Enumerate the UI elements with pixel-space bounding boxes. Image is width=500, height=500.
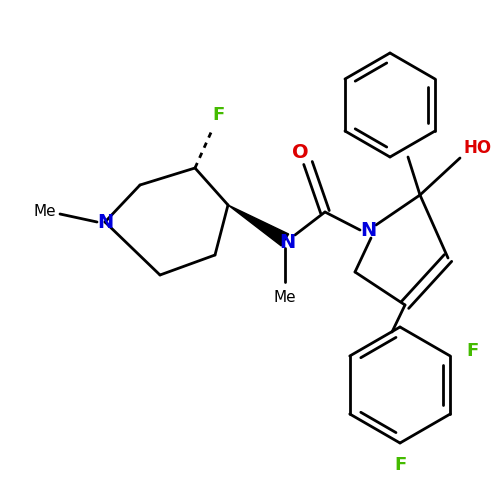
Text: N: N <box>279 232 295 252</box>
Text: F: F <box>394 456 406 474</box>
Polygon shape <box>228 205 288 246</box>
Text: HO: HO <box>464 139 492 157</box>
Text: F: F <box>466 342 478 360</box>
Text: Me: Me <box>34 204 56 220</box>
Text: Me: Me <box>274 290 296 304</box>
Text: N: N <box>97 212 113 232</box>
Text: N: N <box>360 220 376 240</box>
Text: O: O <box>292 144 308 163</box>
Text: F: F <box>212 106 224 124</box>
